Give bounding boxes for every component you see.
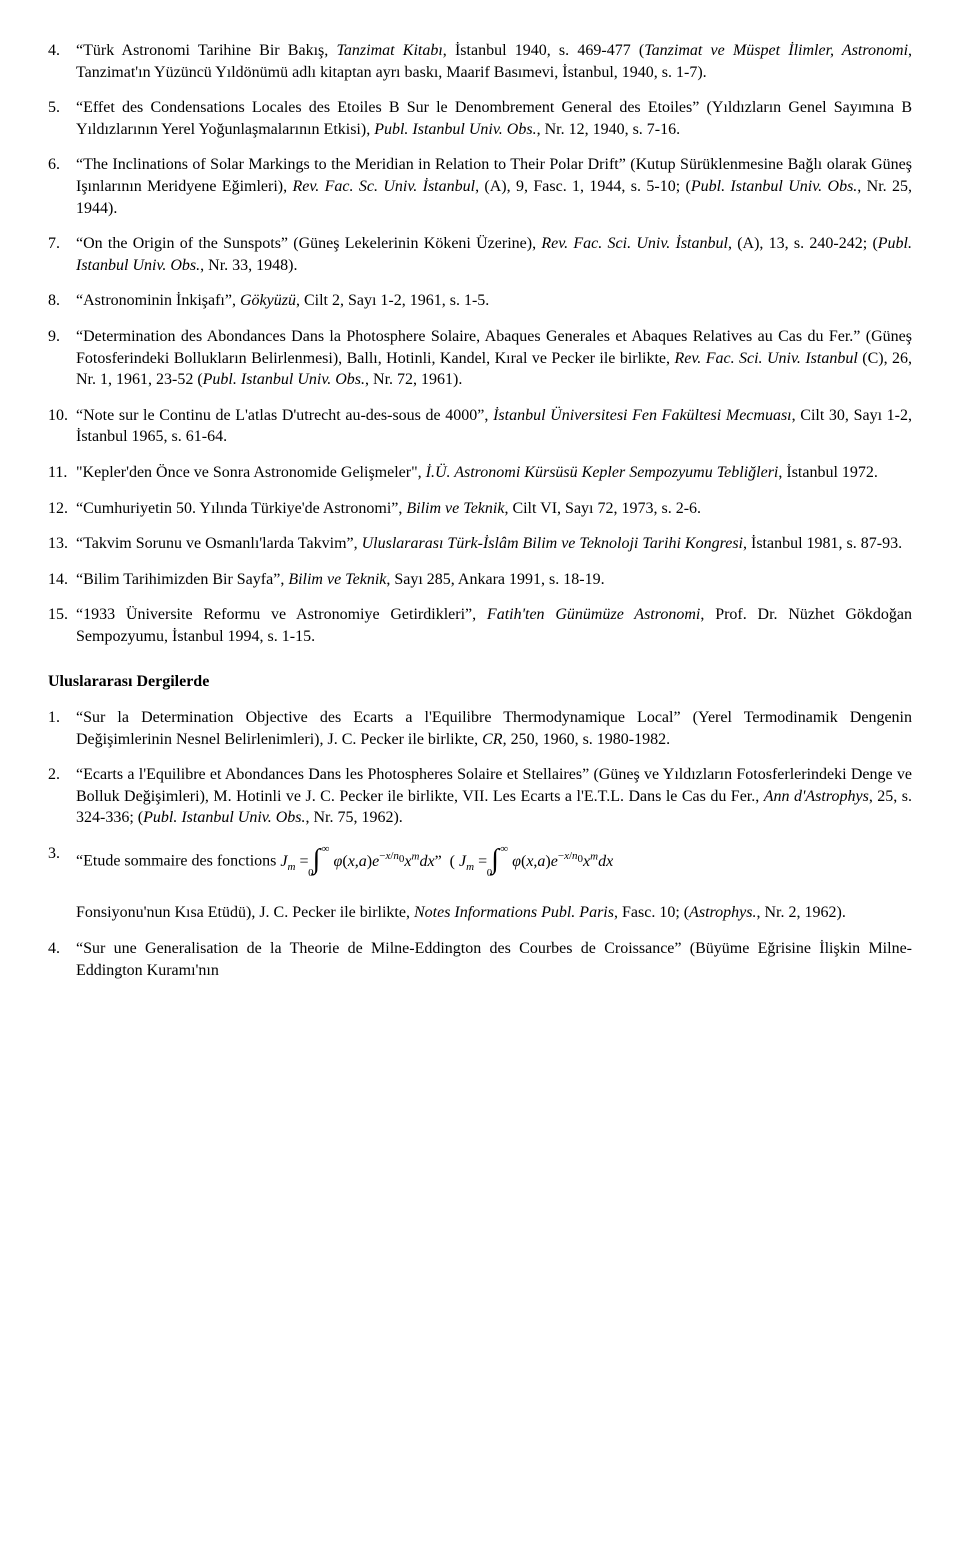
item-number: 7.	[48, 233, 76, 276]
item-number: 15.	[48, 604, 76, 647]
item-content: “Effet des Condensations Locales des Eto…	[76, 97, 912, 140]
item-number: 10.	[48, 405, 76, 448]
item-number: 12.	[48, 498, 76, 520]
item-number: 11.	[48, 462, 76, 484]
item-lead: “Etude sommaire des fonctions	[76, 853, 280, 870]
bibliography-list-2b: 3. “Etude sommaire des fonctions Jm = ∫0…	[48, 843, 912, 981]
list-item: 4.“Türk Astronomi Tarihine Bir Bakış, Ta…	[48, 40, 912, 83]
list-item: 6.“The Inclinations of Solar Markings to…	[48, 154, 912, 219]
item-number: 8.	[48, 290, 76, 312]
item-content: “The Inclinations of Solar Markings to t…	[76, 154, 912, 219]
list-item: 10.“Note sur le Continu de L'atlas D'utr…	[48, 405, 912, 448]
list-item: 4. “Sur une Generalisation de la Theorie…	[48, 938, 912, 981]
list-item: 1.“Sur la Determination Objective des Ec…	[48, 707, 912, 750]
list-item: 7.“On the Origin of the Sunspots” (Güneş…	[48, 233, 912, 276]
item-number: 4.	[48, 938, 76, 981]
item-number: 13.	[48, 533, 76, 555]
list-item: 5.“Effet des Condensations Locales des E…	[48, 97, 912, 140]
list-item: 14.“Bilim Tarihimizden Bir Sayfa”, Bilim…	[48, 569, 912, 591]
list-item: 15.“1933 Üniversite Reformu ve Astronomi…	[48, 604, 912, 647]
item-number: 5.	[48, 97, 76, 140]
item-content: “Sur une Generalisation de la Theorie de…	[76, 938, 912, 981]
item-number: 3.	[48, 843, 76, 924]
item-content: “Determination des Abondances Dans la Ph…	[76, 326, 912, 391]
item-number: 2.	[48, 764, 76, 829]
bibliography-list-2: 1.“Sur la Determination Objective des Ec…	[48, 707, 912, 829]
list-item: 8.“Astronominin İnkişafı”, Gökyüzü, Cilt…	[48, 290, 912, 312]
item-number: 4.	[48, 40, 76, 83]
item-tail: Fonsiyonu'nun Kısa Etüdü), J. C. Pecker …	[76, 904, 846, 921]
item-number: 1.	[48, 707, 76, 750]
bibliography-list-1: 4.“Türk Astronomi Tarihine Bir Bakış, Ta…	[48, 40, 912, 647]
item-number: 6.	[48, 154, 76, 219]
item-content: “On the Origin of the Sunspots” (Güneş L…	[76, 233, 912, 276]
item-content: “Cumhuriyetin 50. Yılında Türkiye'de Ast…	[76, 498, 912, 520]
item-content: “Türk Astronomi Tarihine Bir Bakış, Tanz…	[76, 40, 912, 83]
section-heading: Uluslararası Dergilerde	[48, 671, 912, 693]
list-item: 3. “Etude sommaire des fonctions Jm = ∫0…	[48, 843, 912, 924]
list-item: 2.“Ecarts a l'Equilibre et Abondances Da…	[48, 764, 912, 829]
item-number: 9.	[48, 326, 76, 391]
item-content: “Note sur le Continu de L'atlas D'utrech…	[76, 405, 912, 448]
list-item: 12.“Cumhuriyetin 50. Yılında Türkiye'de …	[48, 498, 912, 520]
list-item: 9.“Determination des Abondances Dans la …	[48, 326, 912, 391]
item-content: “Ecarts a l'Equilibre et Abondances Dans…	[76, 764, 912, 829]
item-content: “1933 Üniversite Reformu ve Astronomiye …	[76, 604, 912, 647]
formula-1: Jm = ∫0∞φ(x,a)e−x/n0xmdx” ( Jm = ∫0∞φ(x,…	[280, 853, 613, 870]
item-content: “Astronominin İnkişafı”, Gökyüzü, Cilt 2…	[76, 290, 912, 312]
item-number: 14.	[48, 569, 76, 591]
item-content: “Sur la Determination Objective des Ecar…	[76, 707, 912, 750]
list-item: 13.“Takvim Sorunu ve Osmanlı'larda Takvi…	[48, 533, 912, 555]
item-content: “Bilim Tarihimizden Bir Sayfa”, Bilim ve…	[76, 569, 912, 591]
item-content: “Takvim Sorunu ve Osmanlı'larda Takvim”,…	[76, 533, 912, 555]
list-item: 11."Kepler'den Önce ve Sonra Astronomide…	[48, 462, 912, 484]
item-content: “Etude sommaire des fonctions Jm = ∫0∞φ(…	[76, 843, 912, 924]
item-content: "Kepler'den Önce ve Sonra Astronomide Ge…	[76, 462, 912, 484]
